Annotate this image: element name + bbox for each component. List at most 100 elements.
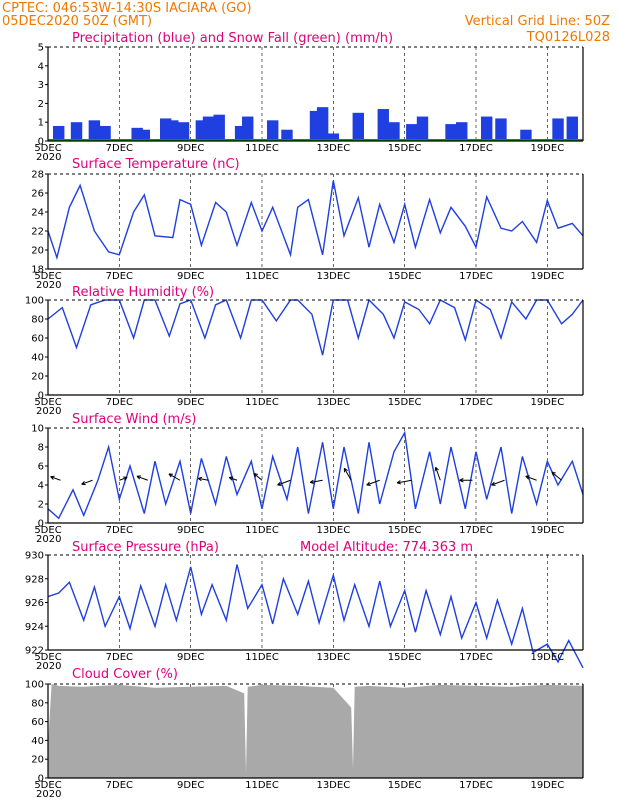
wind-vector-head — [123, 477, 128, 481]
cloud-x-tick-label: 5DEC — [34, 780, 61, 791]
wind-vector-head — [309, 479, 314, 483]
humidity-x-tick-label: 17DEC — [459, 397, 493, 408]
precip-x-tick-label: 5DEC — [34, 143, 61, 154]
temperature-x-tick-label: 19DEC — [530, 271, 564, 282]
wind-x-tick-label: 11DEC — [245, 525, 279, 536]
cloud-y-tick-label: 60 — [31, 717, 44, 728]
precip-x-tick-label: 9DEC — [177, 143, 204, 154]
precip-y-tick-label: 3 — [38, 80, 44, 91]
wind-x-tick-label: 17DEC — [459, 525, 493, 536]
wind-panel-title: Surface Wind (m/s) — [72, 412, 196, 427]
wind-vector — [228, 476, 238, 481]
precip-x-tick-label: 15DEC — [388, 143, 422, 154]
humidity-y-tick-label: 40 — [31, 353, 44, 364]
precip-y-tick-label: 1 — [38, 118, 44, 129]
wind-vector-head — [396, 480, 401, 484]
wind-x-tick-label: 15DEC — [388, 525, 422, 536]
wind-vector-head — [228, 477, 233, 481]
precip-bar — [388, 122, 400, 141]
temperature-y-tick-label: 20 — [31, 246, 44, 257]
wind-vector — [253, 473, 263, 481]
precip-bar — [495, 118, 507, 141]
pressure-x-tick-label: 7DEC — [106, 652, 133, 663]
precip-bar — [202, 116, 215, 141]
temperature-series-line — [47, 180, 584, 261]
temperature-y-tick-label: 18 — [31, 265, 44, 276]
wind-y-tick-label: 0 — [38, 519, 44, 530]
temperature-x-tick-label: 7DEC — [106, 271, 133, 282]
wind-panel: Surface Wind (m/s) 0 2 4 6 8 10 5DEC 7DEC 9DEC 11D… — [31, 412, 584, 545]
pressure-panel-title: Surface Pressure (hPa) — [72, 540, 219, 555]
header-model-id: TQ0126L028 — [526, 30, 610, 45]
wind-x-tick-label: 5DEC — [34, 525, 61, 536]
cloud-x-tick-label: 19DEC — [530, 780, 564, 791]
wind-vector-shaft — [397, 479, 412, 484]
wind-y-tick-label: 2 — [38, 500, 44, 511]
wind-vector — [309, 479, 323, 485]
precip-bar — [159, 118, 172, 141]
precip-x-tick-label: 13DEC — [316, 143, 350, 154]
wind-vector-shaft — [343, 468, 352, 481]
wind-vector — [119, 476, 128, 481]
precip-bar — [242, 116, 254, 141]
cloud-y-tick-label: 20 — [31, 755, 44, 766]
precip-bar — [213, 114, 225, 141]
wind-vector-head — [459, 479, 464, 483]
temperature-x-tick-label: 5DEC — [34, 271, 61, 282]
cloud-panel-title: Cloud Cover (%) — [72, 667, 178, 682]
pressure-y-tick-label: 924 — [25, 622, 44, 633]
wind-vector — [277, 479, 291, 486]
wind-x-tick-label: 7DEC — [106, 525, 133, 536]
wind-vector-shaft — [136, 475, 149, 481]
precip-bar — [99, 125, 111, 141]
wind-vector — [168, 473, 181, 481]
wind-vector-head — [277, 481, 281, 486]
precip-bar — [552, 118, 564, 141]
humidity-y-tick-label: 0 — [38, 391, 44, 402]
precip-bar — [167, 120, 179, 141]
cloud-y-tick-label: 40 — [31, 736, 44, 747]
wind-vector-shaft — [50, 476, 61, 481]
humidity-x-tick-label: 19DEC — [530, 397, 564, 408]
wind-vector-shaft — [310, 479, 323, 483]
precip-y-tick-label: 4 — [38, 61, 44, 72]
humidity-y-tick-label: 100 — [25, 296, 44, 307]
wind-vector — [396, 479, 412, 485]
precip-bar — [456, 122, 468, 141]
temperature-x-tick-label: 11DEC — [245, 271, 279, 282]
wind-vector-head — [253, 473, 257, 478]
wind-vector-head — [525, 475, 529, 480]
wind-vector-shaft — [119, 476, 128, 481]
wind-y-tick-label: 10 — [31, 424, 44, 435]
precip-bar — [309, 110, 322, 141]
pressure-y-tick-label: 926 — [25, 598, 44, 609]
wind-vector — [81, 479, 93, 486]
precip-year-label: 2020 — [36, 152, 61, 163]
wind-vector-head — [50, 476, 54, 480]
precip-bar — [88, 120, 101, 141]
cloud-x-tick-label: 11DEC — [245, 780, 279, 791]
precip-bar — [445, 124, 457, 141]
wind-vector — [551, 471, 562, 481]
precip-bar — [406, 124, 418, 141]
wind-vector-shaft — [81, 479, 93, 485]
precip-bar — [316, 107, 329, 141]
header-run-time: 05DEC2020 50Z (GMT) — [2, 14, 152, 29]
cloud-y-tick-label: 80 — [31, 698, 44, 709]
temperature-y-tick-label: 26 — [31, 189, 44, 200]
precip-bar — [281, 129, 293, 141]
pressure-x-tick-label: 17DEC — [459, 652, 493, 663]
wind-vector — [197, 476, 209, 482]
header-grid-note: Vertical Grid Line: 50Z — [465, 14, 610, 29]
temperature-year-label: 2020 — [36, 280, 61, 291]
pressure-y-tick-label: 922 — [25, 646, 44, 657]
wind-vector-head — [551, 471, 556, 474]
wind-vector — [343, 467, 352, 481]
pressure-x-tick-label: 5DEC — [34, 652, 61, 663]
wind-vector — [434, 466, 441, 481]
precip-bar — [138, 129, 151, 141]
wind-vector-shaft — [525, 475, 537, 481]
humidity-y-tick-label: 80 — [31, 315, 44, 326]
wind-vector-head — [198, 476, 203, 479]
